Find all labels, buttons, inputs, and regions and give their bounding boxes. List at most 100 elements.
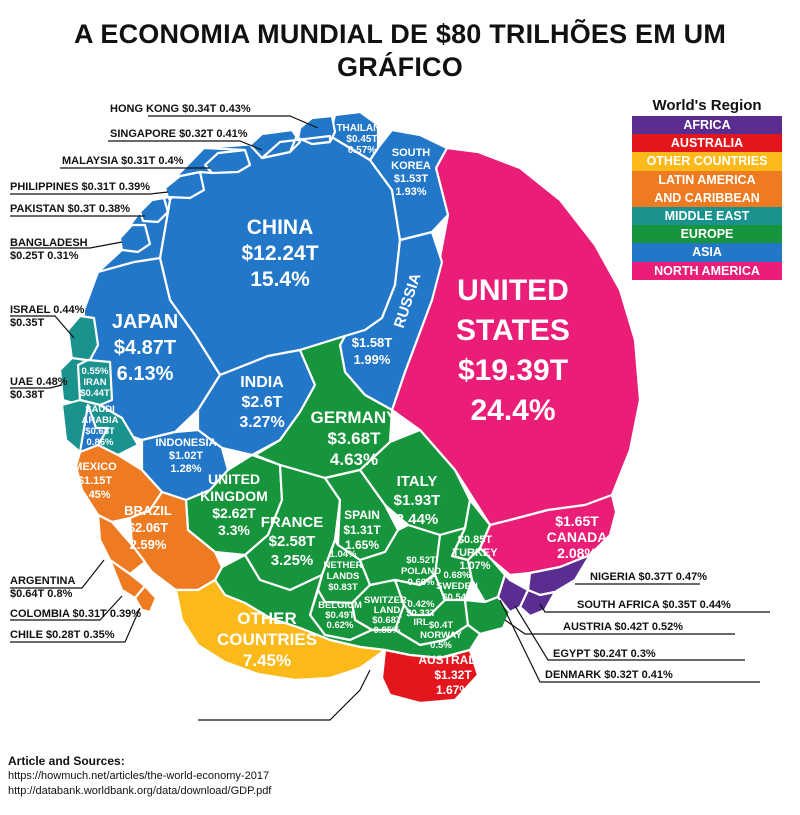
cell-label-line: $0.33T <box>406 608 436 619</box>
cell-label-5: $1.58T 1.99% <box>352 335 393 367</box>
cell-label-line: $1.02T <box>169 450 204 462</box>
legend-item-and-caribbean: AND CARIBBEAN <box>632 188 782 207</box>
outside-label-12: PHILIPPINES $0.31T 0.39% <box>10 181 150 193</box>
cell-label-41: AUSTRALIA $1.32T 1.67% <box>418 653 488 697</box>
leader-line <box>514 605 745 661</box>
cell-label-line: BELGIUM <box>318 600 362 611</box>
cell-label-line: SOUTH <box>392 147 431 159</box>
cell-thailand <box>328 110 380 162</box>
cell-label-line: GERMANY <box>311 408 399 427</box>
cell-label-line: $3.68T <box>328 429 382 448</box>
cell-label-line: 1.99% <box>354 352 391 367</box>
cell-label-line: 4.63% <box>330 450 378 469</box>
cell-label-line: INDIA <box>240 374 284 391</box>
cell-label-line: 0.66% <box>408 577 435 588</box>
cell-label-line: $0.49T <box>325 610 355 621</box>
leader-line <box>10 559 105 589</box>
cell-label-2: CHINA $12.24T 15.4% <box>241 216 318 291</box>
leader-line <box>198 669 371 721</box>
cell-label-line: 1.07% <box>459 560 490 572</box>
cell-label-line: SAUDI <box>85 404 115 415</box>
sources-heading: Article and Sources: <box>8 754 125 768</box>
cell-label-line: KOREA <box>391 160 431 172</box>
outside-label-9: HONG KONG $0.34T 0.43% <box>110 103 251 115</box>
cell-label-line: 0.85% <box>374 625 401 636</box>
cell-label-line: $0.4T <box>429 620 453 631</box>
cell-label-line: UNITED <box>457 274 569 307</box>
cell-label-line: 0.86% <box>87 437 114 448</box>
leader-line <box>10 384 63 389</box>
cell-label-27: 0.68% SWEDEN $0.54T <box>436 570 478 603</box>
cell-label-line: CANADA <box>547 529 608 545</box>
outside-label-33: AUSTRIA $0.42T 0.52% <box>563 621 683 633</box>
cell-label-line: $2.6T <box>242 394 283 411</box>
leader-line <box>539 603 770 613</box>
cell-label-line: $2.06T <box>128 520 169 535</box>
cell-australia <box>380 648 480 705</box>
cell-label-line: $1.32T <box>434 668 472 682</box>
legend-item-north-america: NORTH AMERICA <box>632 261 782 280</box>
cell-label-line: 0.68% <box>444 570 471 581</box>
legend-item-other-countries: OTHER COUNTRIES <box>632 152 782 171</box>
cell-filler-45 <box>78 403 110 454</box>
cell-label-line: 0.57% <box>348 145 376 156</box>
cell-label-line: STATES <box>456 314 570 347</box>
outside-label-15: ISRAEL 0.44% $0.35T <box>10 304 85 329</box>
cell-label-19: GERMANY $3.68T 4.63% <box>311 408 399 469</box>
cell-filler-48 <box>96 195 172 274</box>
cell-label-24: 1.04% NETHER LANDS $0.83T <box>323 549 362 593</box>
cell-label-line: SPAIN <box>344 508 380 522</box>
cell-label-0: UNITED STATES $19.39T 24.4% <box>456 274 570 427</box>
cell-label-line: 3.27% <box>239 414 284 431</box>
outside-label-line: $0.64T 0.8% <box>10 588 73 600</box>
cell-label-line: 0.42% <box>408 599 435 610</box>
leader-line <box>10 191 169 195</box>
cell-label-line: $1.31T <box>343 523 381 537</box>
cell-label-line: 1.93% <box>395 186 426 198</box>
outside-label-line: UAE 0.48% <box>10 376 68 388</box>
cell-label-line: UNITED <box>208 471 260 487</box>
outside-label-line: $0.38T <box>10 389 45 401</box>
cell-label-line: $0.52T <box>406 555 436 566</box>
cell-label-line: TURKEY <box>452 547 498 559</box>
cell-label-line: ARABIA <box>82 415 119 426</box>
cell-label-line: $0.68T <box>85 426 115 437</box>
cell-label-line: POLAND <box>401 566 441 577</box>
cell-label-line: CHINA <box>247 216 314 239</box>
cell-label-line: 2.08% <box>557 545 597 561</box>
cell-label-line: $0.85T <box>458 534 493 546</box>
cell-label-line: LAND <box>374 605 401 616</box>
cell-label-line: IRL <box>413 617 429 628</box>
outside-label-43: SOUTH AFRICA $0.35T 0.44% <box>577 599 731 611</box>
legend-item-middle-east: MIDDLE EAST <box>632 206 782 226</box>
cell-label-line: OTHER <box>237 609 297 628</box>
leader-line <box>10 315 75 339</box>
cell-label-line: 2.44% <box>396 511 439 528</box>
outside-label-42: NIGERIA $0.37T 0.47% <box>590 571 707 583</box>
outside-label-11: MALAYSIA $0.31T 0.4% <box>62 155 184 167</box>
cell-label-29: BELGIUM $0.49T 0.62% <box>318 600 362 631</box>
cell-label-line: KINGDOM <box>200 488 268 504</box>
cell-label-22: ITALY $1.93T 2.44% <box>394 473 441 528</box>
cell-label-line: $0.44T <box>80 388 110 399</box>
cell-label-line: MEXICO <box>73 461 117 473</box>
cell-label-line: 6.13% <box>117 363 174 385</box>
outside-label-34: DENMARK $0.32T 0.41% <box>545 669 673 681</box>
leader-line <box>10 595 123 621</box>
cell-label-20: UNITED KINGDOM $2.62T 3.3% <box>200 471 268 538</box>
leader-line <box>148 115 319 129</box>
source-link-2[interactable]: http://databank.worldbank.org/data/downl… <box>8 785 272 797</box>
legend-item-australia: AUSTRALIA <box>632 134 782 153</box>
cell-label-line: THAILAND <box>336 123 387 134</box>
cell-label-line: AUSTRALIA <box>418 653 488 667</box>
cell-label-line: $19.39T <box>458 354 568 387</box>
cell-filler-46 <box>260 126 332 160</box>
legend-item-latin-america: LATIN AMERICA <box>632 170 782 189</box>
cell-label-line: $0.54T <box>442 592 472 603</box>
cell-label-line: ITALY <box>397 473 438 490</box>
outside-label-line: $0.35T <box>10 317 45 329</box>
source-link-1[interactable]: https://howmuch.net/articles/the-world-e… <box>8 770 270 782</box>
leader-line <box>108 140 263 151</box>
leader-line <box>10 241 123 249</box>
